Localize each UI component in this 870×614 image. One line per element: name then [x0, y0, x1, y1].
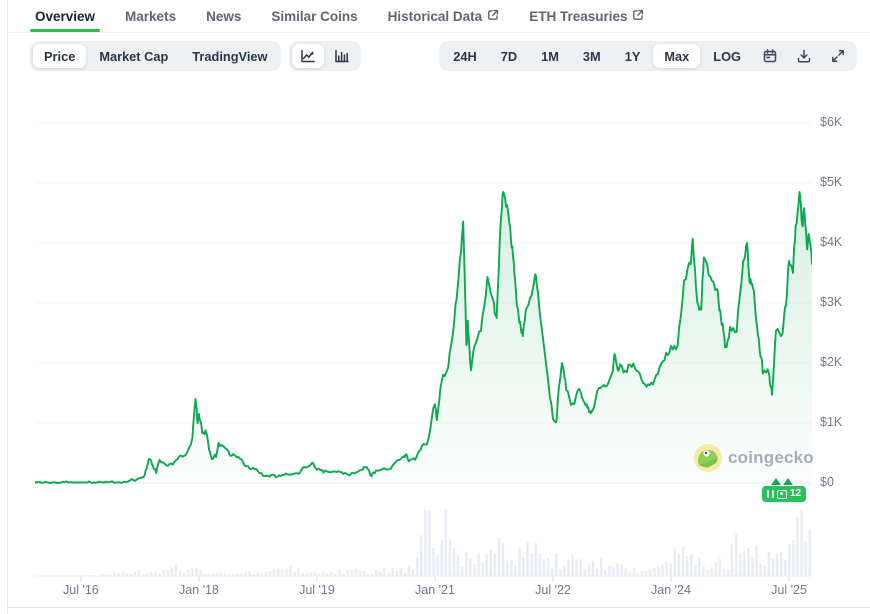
tradingview-button[interactable]: TradingView — [181, 44, 278, 68]
tab-label: ETH Treasuries — [529, 8, 628, 24]
y-axis-label: $2K — [820, 355, 843, 369]
coin-tabbar: Overview Markets News Similar Coins Hist… — [8, 0, 870, 33]
date-range-button[interactable] — [754, 44, 786, 68]
bar-chart-icon — [335, 49, 350, 63]
tab-overview[interactable]: Overview — [29, 0, 101, 32]
y-axis-label: $6K — [820, 115, 843, 129]
y-axis-label: $1K — [820, 415, 843, 429]
price-button[interactable]: Price — [33, 44, 87, 68]
market-cap-button[interactable]: Market Cap — [88, 44, 179, 68]
tab-label: News — [206, 8, 242, 24]
line-chart-type-button[interactable] — [292, 44, 325, 68]
price-chart-svg[interactable] — [35, 88, 812, 586]
fullscreen-button[interactable] — [822, 44, 854, 68]
chart-toolbar: Price Market Cap TradingView 24H 7D 1M 3… — [30, 41, 857, 71]
tab-label: Overview — [35, 8, 96, 24]
range-7d-button[interactable]: 7D — [490, 44, 528, 68]
bar-chart-type-button[interactable] — [326, 44, 358, 68]
y-axis-label: $5K — [820, 175, 843, 189]
tab-similar-coins[interactable]: Similar Coins — [271, 0, 357, 32]
range-1y-button[interactable]: 1Y — [614, 44, 652, 68]
range-segmented-control: 24H 7D 1M 3M 1Y Max LOG — [439, 41, 857, 71]
range-max-button[interactable]: Max — [653, 44, 701, 68]
download-chart-button[interactable] — [788, 44, 820, 68]
line-chart-icon — [301, 49, 316, 63]
tab-historical-data[interactable]: Historical Data — [388, 0, 500, 32]
range-1m-button[interactable]: 1M — [530, 44, 570, 68]
external-link-icon — [633, 9, 644, 20]
tab-news[interactable]: News — [206, 0, 241, 32]
y-axis-label: $4K — [820, 235, 843, 249]
download-icon — [797, 49, 811, 63]
expand-icon — [832, 50, 844, 62]
tab-eth-treasuries[interactable]: ETH Treasuries — [529, 0, 644, 32]
log-scale-button[interactable]: LOG — [702, 44, 752, 68]
chart-type-segmented-control — [289, 41, 362, 71]
tab-markets[interactable]: Markets — [125, 0, 176, 32]
external-link-icon — [488, 9, 499, 20]
tab-label: Historical Data — [387, 8, 483, 24]
metric-segmented-control: Price Market Cap TradingView — [30, 41, 282, 71]
range-3m-button[interactable]: 3M — [572, 44, 612, 68]
y-axis-label: $3K — [820, 295, 843, 309]
tab-label: Similar Coins — [271, 8, 358, 24]
range-24h-button[interactable]: 24H — [442, 44, 487, 68]
calendar-icon — [763, 49, 777, 63]
page-left-border — [7, 0, 8, 614]
y-axis-label: $0 — [820, 475, 834, 489]
tab-label: Markets — [125, 8, 177, 24]
page-bottom-border — [7, 607, 870, 608]
